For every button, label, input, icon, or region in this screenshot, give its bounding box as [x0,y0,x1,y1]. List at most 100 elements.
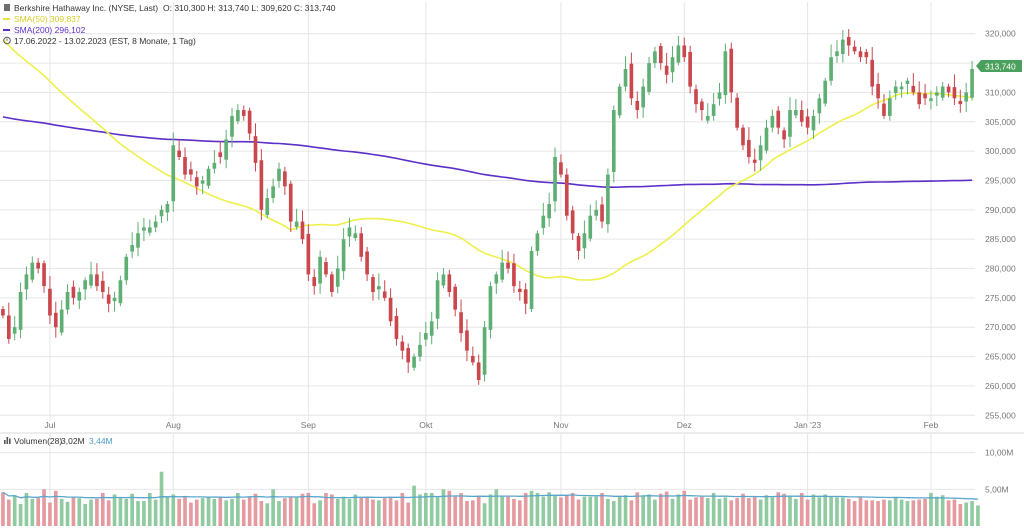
candle[interactable] [805,108,810,135]
candle[interactable] [882,94,886,119]
candle[interactable] [964,82,969,112]
candle[interactable] [470,346,475,366]
candle[interactable] [12,316,17,341]
candle[interactable] [42,260,46,293]
candle[interactable] [729,42,734,103]
candle[interactable] [171,132,176,212]
candle[interactable] [946,83,951,98]
candle[interactable] [441,268,446,289]
candle[interactable] [905,77,910,95]
candle[interactable] [606,168,610,233]
candle[interactable] [670,46,675,83]
candle[interactable] [970,61,974,101]
candle[interactable] [582,220,587,259]
candle[interactable] [641,78,645,118]
candle[interactable] [48,275,52,325]
candle[interactable] [283,166,287,195]
candle[interactable] [911,73,916,96]
candle[interactable] [629,52,634,105]
candle[interactable] [664,52,669,84]
candle[interactable] [459,299,463,342]
candle[interactable] [517,280,522,301]
candle[interactable] [365,246,369,282]
sma200-legend-row[interactable]: SMA(200) 296,102 [3,25,86,35]
candle[interactable] [294,208,299,230]
candle[interactable] [888,90,892,121]
candle[interactable] [318,250,322,294]
candle[interactable] [382,280,387,301]
candle[interactable] [476,354,481,385]
candle[interactable] [635,91,640,119]
candle[interactable] [59,300,64,336]
candle[interactable] [711,93,716,121]
candle[interactable] [846,29,851,56]
candle[interactable] [782,127,786,148]
candle[interactable] [799,100,804,127]
candle[interactable] [535,230,540,256]
candle[interactable] [388,288,393,327]
candle[interactable] [300,210,305,244]
candle[interactable] [112,291,117,312]
candle[interactable] [24,266,29,300]
candle[interactable] [717,82,722,106]
sma50-legend-row[interactable]: SMA(50) 309,837 [3,14,81,24]
candle[interactable] [623,56,628,92]
candle[interactable] [923,84,927,105]
candle[interactable] [523,283,528,315]
candle[interactable] [453,283,458,317]
candle[interactable] [512,253,516,293]
candle[interactable] [482,320,487,382]
candle[interactable] [500,249,505,283]
candle[interactable] [6,302,11,344]
candle[interactable] [958,89,963,113]
candle[interactable] [935,86,939,107]
candle[interactable] [688,45,692,94]
candle[interactable] [347,217,352,247]
candle[interactable] [788,97,792,148]
candle[interactable] [940,81,945,101]
candle[interactable] [870,47,875,96]
candle[interactable] [611,105,616,183]
candle[interactable] [271,178,275,203]
candle[interactable] [265,188,270,219]
candle[interactable] [159,205,164,223]
candle[interactable] [547,192,551,227]
candle[interactable] [723,43,728,104]
candle[interactable] [247,107,252,141]
candle[interactable] [429,311,434,345]
candle[interactable] [77,287,82,310]
candle[interactable] [700,98,704,121]
candle[interactable] [165,201,170,222]
candle[interactable] [236,103,240,125]
candle[interactable] [312,269,317,295]
candle[interactable] [929,90,933,110]
candle[interactable] [559,154,563,178]
candle[interactable] [183,147,187,180]
candle[interactable] [65,284,70,315]
candle[interactable] [53,301,58,338]
candle[interactable] [893,80,898,100]
candle[interactable] [412,353,416,371]
candle[interactable] [71,280,76,305]
candle[interactable] [465,319,469,362]
candle[interactable] [594,200,598,221]
candle[interactable] [529,246,534,312]
candle[interactable] [153,215,158,233]
candle[interactable] [89,261,93,289]
candle[interactable] [864,49,869,64]
candle[interactable] [83,277,87,300]
candle[interactable] [30,256,35,283]
candle[interactable] [770,109,775,133]
candle[interactable] [330,271,334,297]
candle[interactable] [705,103,710,124]
candle[interactable] [570,205,575,240]
candle[interactable] [200,175,205,195]
candle[interactable] [418,332,422,362]
candle[interactable] [359,227,364,262]
candle[interactable] [647,56,651,95]
candle[interactable] [506,251,510,274]
candle[interactable] [212,150,217,174]
candle[interactable] [541,202,546,235]
candle[interactable] [224,129,228,169]
